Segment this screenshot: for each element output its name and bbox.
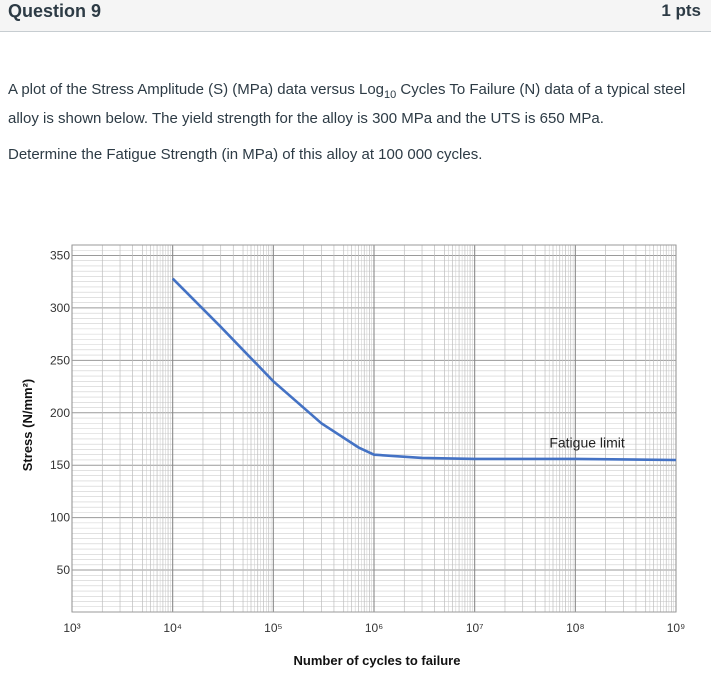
fatigue-limit-label: Fatigue limit <box>549 435 625 451</box>
y-tick-label: 300 <box>50 301 70 315</box>
description-part-1: A plot of the Stress Amplitude (S) (MPa)… <box>8 81 385 98</box>
y-tick-label: 50 <box>57 563 71 577</box>
x-tick-labels: 10³ 10⁴ 10⁵ 10⁶ 10⁷ 10⁸ 10⁹ <box>63 621 685 635</box>
question-description: A plot of the Stress Amplitude (S) (MPa)… <box>8 78 698 131</box>
question-title: Question 9 <box>8 1 102 21</box>
y-axis-label: Stress (N/mm²) <box>20 379 35 471</box>
x-tick-label: 10⁴ <box>163 621 182 635</box>
x-tick-label: 10⁶ <box>365 621 383 635</box>
x-tick-label: 10⁹ <box>667 621 686 635</box>
chart-annotations: Fatigue limit <box>549 435 625 451</box>
y-tick-label: 350 <box>50 248 70 262</box>
chart-series <box>171 277 677 462</box>
y-tick-labels: 50 100 150 200 250 300 350 <box>50 248 70 577</box>
question-prompt: Determine the Fatigue Strength (in MPa) … <box>8 146 483 163</box>
y-tick-label: 200 <box>50 406 70 420</box>
x-tick-label: 10³ <box>63 621 80 635</box>
x-tick-label: 10⁷ <box>466 621 484 635</box>
question-header: Question 9 1 pts <box>0 0 711 32</box>
y-tick-label: 100 <box>50 511 70 525</box>
question-points: 1 pts <box>661 1 701 20</box>
sn-curve-line <box>171 277 677 462</box>
log-subscript: 10 <box>384 89 397 101</box>
x-tick-label: 10⁸ <box>566 621 584 635</box>
y-tick-label: 150 <box>50 458 70 472</box>
x-tick-label: 10⁵ <box>264 621 282 635</box>
description-part-2: Cycles To Failure (N) data of a typical … <box>8 81 686 127</box>
question-body: A plot of the Stress Amplitude (S) (MPa)… <box>8 78 698 167</box>
y-tick-label: 250 <box>50 353 70 367</box>
x-axis-label: Number of cycles to failure <box>294 653 461 668</box>
chart-grid <box>71 244 677 613</box>
plot-border <box>71 244 677 613</box>
